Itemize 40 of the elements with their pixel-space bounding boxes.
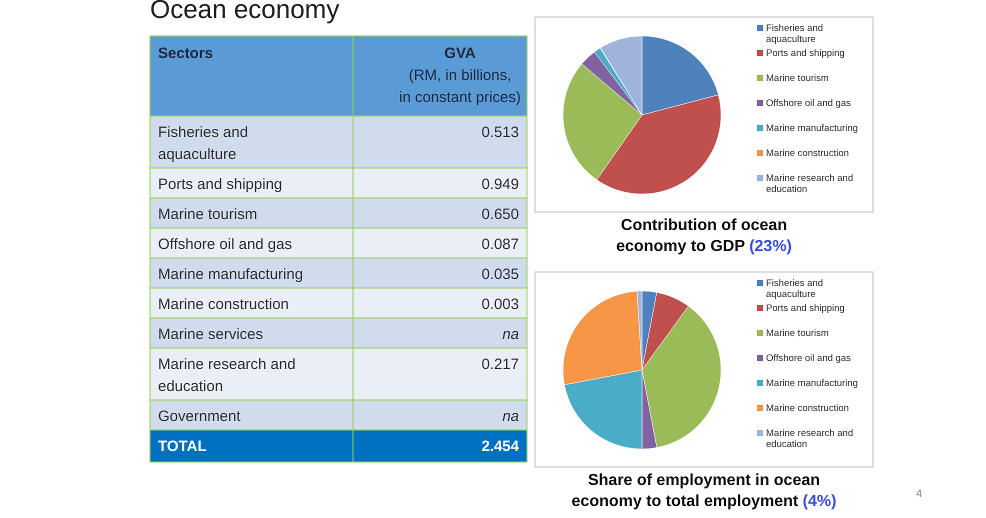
category-label: Government: [158, 408, 242, 425]
text: Sectors: [158, 45, 214, 62]
text: 0.087: [481, 236, 519, 253]
legend-label: Offshore oil and gas: [766, 98, 852, 109]
legend-label: Ports and shipping: [766, 48, 845, 59]
legend-label: Marine construction: [766, 403, 849, 414]
text: 4: [916, 488, 922, 500]
category-label: Ports and shipping: [158, 176, 282, 193]
legend-label: Marine research and education: [766, 428, 854, 450]
text: 0.513: [481, 124, 519, 141]
legend-label: Ports and shipping: [766, 303, 845, 314]
text: 0.949: [481, 176, 519, 193]
legend-label: Fisheries and aquaculture: [766, 278, 824, 300]
category-label: Fisheries and aquaculture: [158, 124, 248, 163]
category-label: Marine manufacturing: [158, 266, 304, 283]
legend-label: Marine manufacturing: [766, 123, 858, 134]
text: Ocean economy: [150, 0, 340, 24]
legend-label: Marine construction: [766, 148, 849, 159]
text: na: [502, 408, 519, 425]
text: 2.454: [481, 438, 519, 455]
text: 0.217: [481, 356, 519, 373]
category-label: Marine construction: [158, 296, 289, 313]
legend-label: Marine tourism: [766, 328, 829, 339]
text: 0.003: [481, 296, 519, 313]
text: 0.035: [481, 266, 519, 283]
text: Share of employment in ocean economy to total employment (4%): [572, 472, 836, 510]
text: na: [502, 326, 519, 343]
text: Contribution of ocean economy to GDP (23%): [616, 217, 792, 255]
text: GVA (RM, in billions, in constant prices): [399, 45, 521, 106]
category-label: Marine services: [158, 326, 264, 343]
category-label: TOTAL: [158, 438, 207, 455]
category-label: Offshore oil and gas: [158, 236, 292, 253]
legend-label: Marine research and education: [766, 173, 854, 195]
legend-label: Offshore oil and gas: [766, 353, 852, 364]
category-label: Marine research and education: [158, 356, 296, 395]
legend-label: Fisheries and aquaculture: [766, 23, 824, 45]
category-label: Marine tourism: [158, 206, 258, 223]
text: 0.650: [481, 206, 519, 223]
legend-label: Marine manufacturing: [766, 378, 858, 389]
legend-label: Marine tourism: [766, 73, 829, 84]
